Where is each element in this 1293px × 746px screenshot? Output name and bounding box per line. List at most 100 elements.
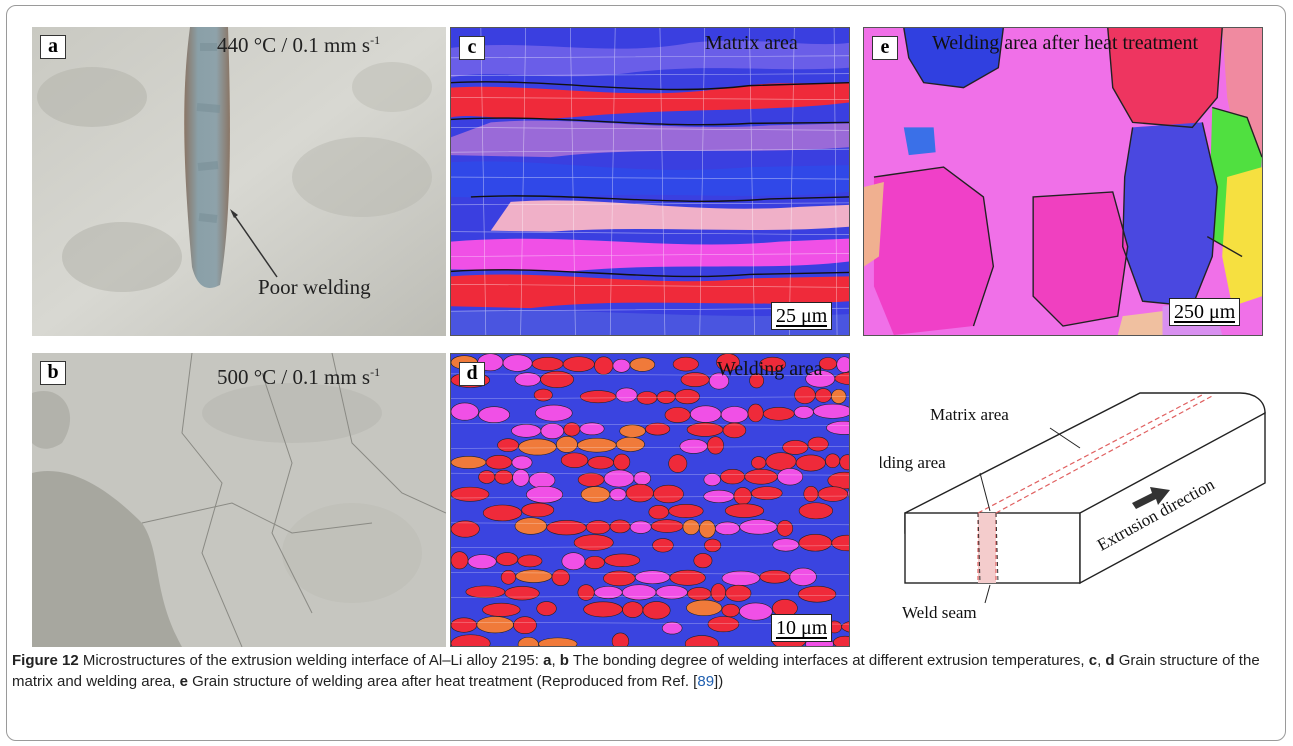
grain <box>668 503 704 518</box>
grain <box>538 637 578 646</box>
grain <box>583 601 623 618</box>
panel-tag-c: c <box>459 36 485 60</box>
schematic-welding-label: Welding area <box>880 453 946 472</box>
grain <box>577 584 595 601</box>
grain <box>708 372 730 390</box>
grain <box>782 440 809 455</box>
area-label-d: Welding area <box>717 358 823 380</box>
panel-tag-a: a <box>40 35 66 59</box>
grain <box>451 486 490 502</box>
grain <box>714 521 740 536</box>
grain <box>514 517 547 535</box>
grain <box>693 553 713 569</box>
grain <box>515 569 553 583</box>
grain <box>622 601 644 618</box>
extrusion-arrow <box>1132 487 1170 509</box>
grain <box>795 454 826 472</box>
grain <box>747 403 764 423</box>
grain <box>611 632 630 646</box>
grain <box>482 504 522 522</box>
grain <box>451 402 479 421</box>
grain <box>511 424 542 438</box>
grain <box>584 555 605 569</box>
grain <box>759 569 791 584</box>
grain <box>633 471 651 486</box>
grain <box>478 470 496 484</box>
grain <box>645 422 671 436</box>
grain <box>815 388 832 403</box>
grain <box>825 453 841 468</box>
grain <box>562 356 595 372</box>
extrusion-schematic <box>904 392 1266 604</box>
grain <box>580 486 611 503</box>
grain <box>561 552 586 571</box>
grain <box>517 554 543 568</box>
grain <box>772 538 800 552</box>
grain <box>536 601 557 616</box>
grain <box>465 585 506 599</box>
grain <box>661 621 683 635</box>
grain <box>560 452 589 468</box>
grain <box>739 602 773 621</box>
grain <box>625 483 654 503</box>
grain <box>699 520 716 539</box>
grain <box>826 420 849 435</box>
grain <box>798 534 833 552</box>
grain <box>682 519 700 535</box>
grain <box>733 487 752 505</box>
grain <box>669 569 706 586</box>
grain <box>720 406 749 424</box>
grain <box>751 486 783 500</box>
grain <box>721 570 761 586</box>
grain <box>652 538 674 553</box>
schematic-seam-label: Weld seam <box>902 603 977 622</box>
grain <box>482 602 521 617</box>
grain <box>827 471 849 490</box>
grain <box>687 587 712 601</box>
grain <box>531 356 564 371</box>
grain <box>653 484 684 504</box>
grain <box>612 358 631 373</box>
scale-bar-c: 25 μm <box>771 302 833 330</box>
grain <box>710 583 726 602</box>
condition-label-b: 500 °C / 0.1 mm s-1 <box>217 365 381 389</box>
grain <box>451 617 478 633</box>
grain <box>577 437 617 453</box>
grain <box>674 389 700 405</box>
grain <box>609 519 631 534</box>
grain <box>615 436 645 452</box>
grain <box>603 469 635 488</box>
grain <box>476 616 514 634</box>
reference-link[interactable]: 89 <box>697 673 715 690</box>
panel-e: e Welding area after heat treatment 250 … <box>863 27 1263 336</box>
grain <box>686 599 723 616</box>
grain <box>776 520 794 537</box>
grain <box>798 585 837 603</box>
grain <box>546 520 587 536</box>
grain <box>511 455 533 470</box>
grain <box>467 554 497 569</box>
grain <box>629 520 652 534</box>
grain <box>789 567 817 586</box>
grain <box>807 436 829 452</box>
schematic-matrix-label: Matrix area <box>930 405 1009 424</box>
grain <box>803 486 819 502</box>
poor-welding-label: Poor welding <box>258 275 371 299</box>
grain <box>762 407 795 421</box>
grain <box>836 356 849 373</box>
grain <box>594 356 614 375</box>
panel-d: d Welding area 10 μm <box>450 353 850 647</box>
grain <box>579 422 605 436</box>
grain <box>451 520 480 538</box>
grain <box>798 502 833 520</box>
grain <box>716 354 740 372</box>
grain <box>521 502 555 518</box>
grain <box>722 422 747 439</box>
grain <box>579 390 617 404</box>
grain <box>619 424 646 438</box>
grain <box>765 452 797 471</box>
micrograph-a <box>32 27 446 336</box>
grain <box>585 520 611 535</box>
grain <box>642 601 671 620</box>
grain <box>494 469 513 485</box>
